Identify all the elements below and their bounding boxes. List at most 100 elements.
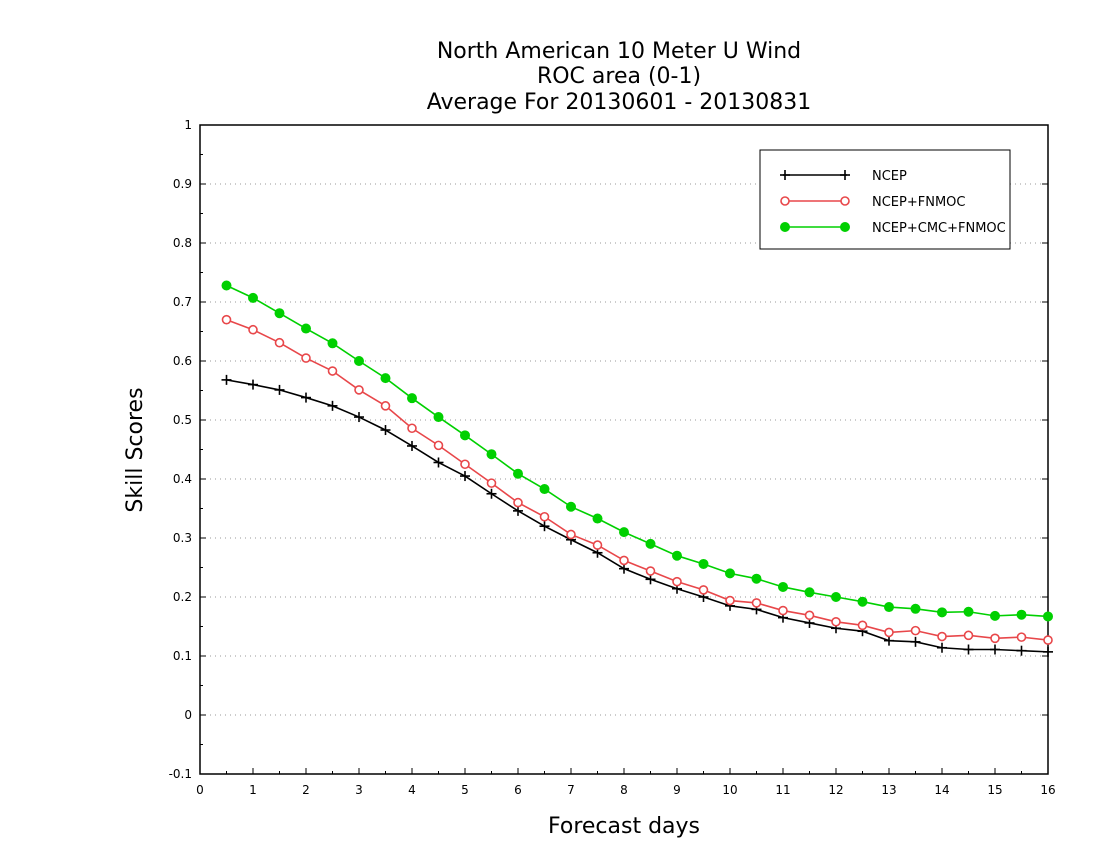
ncep-cmc-fnmoc-point-marker xyxy=(884,602,894,613)
legend-entry: NCEP xyxy=(780,169,907,184)
series-line xyxy=(226,284,1049,618)
y-tick-label: 0 xyxy=(184,708,192,722)
x-axis: 0 1 2 3 4 5 6 7 8 9 10 11 12 13 14 15 16 xyxy=(196,768,1056,797)
ncep-cmc-fnmoc-point-marker xyxy=(513,468,523,479)
ncep-cmc-fnmoc-point-marker xyxy=(778,581,788,592)
ncep-cmc-fnmoc-point-marker xyxy=(486,449,497,460)
ncep-fnmoc-point-marker xyxy=(513,497,523,508)
y-axis-title: Skill Scores xyxy=(123,387,148,512)
series-line xyxy=(226,318,1049,641)
ncep-cmc-fnmoc-point-marker xyxy=(354,356,364,366)
ncep-cmc-fnmoc-point-marker xyxy=(751,573,762,584)
ncep-cmc-fnmoc-point-marker xyxy=(301,323,311,334)
ncep-fnmoc-point-marker xyxy=(248,324,258,335)
y-tick-label: 0.5 xyxy=(173,413,192,427)
y-tick-label: 1 xyxy=(184,118,192,132)
ncep-fnmoc-point-marker xyxy=(433,440,444,451)
ncep-fnmoc-point-marker xyxy=(327,366,338,376)
x-axis-title: Forecast days xyxy=(548,814,700,839)
ncep-fnmoc-point-marker xyxy=(884,627,894,638)
ncep-fnmoc-point-marker xyxy=(301,353,311,363)
ncep-cmc-fnmoc-point-marker xyxy=(327,338,338,349)
ncep-cmc-fnmoc-point-marker xyxy=(433,412,444,423)
series-line xyxy=(226,379,1049,653)
ncep-fnmoc-point-marker xyxy=(539,511,550,522)
x-tick-label: 8 xyxy=(620,783,628,797)
legend-entry: NCEP+FNMOC xyxy=(780,195,965,210)
ncep-fnmoc-point-marker xyxy=(1016,632,1027,642)
chart-titles: North American 10 Meter U Wind ROC area … xyxy=(427,39,812,115)
x-tick-label: 5 xyxy=(461,783,469,797)
x-tick-label: 10 xyxy=(722,783,737,797)
x-tick-label: 14 xyxy=(934,783,949,797)
ncep-cmc-fnmoc-point-marker xyxy=(698,558,709,569)
x-tick-label: 13 xyxy=(881,783,896,797)
ncep-fnmoc-point-marker xyxy=(221,314,232,325)
ncep-fnmoc-point-marker xyxy=(857,620,868,631)
y-tick-label: 0.4 xyxy=(173,472,192,486)
ncep-fnmoc-point-marker xyxy=(963,630,974,641)
ncep-cmc-fnmoc-point-marker xyxy=(804,587,815,598)
y-tick-label: 0.3 xyxy=(173,531,192,545)
y-tick-label: 0.6 xyxy=(173,354,192,368)
ncep-cmc-fnmoc-point-marker xyxy=(1043,611,1053,622)
ncep-fnmoc-point-marker xyxy=(566,529,576,540)
ncep-fnmoc-point-marker xyxy=(672,576,682,587)
legend: NCEP NCEP+FNMOC NCEP+CMC+FNMOC xyxy=(759,149,1011,250)
legend-label: NCEP+FNMOC xyxy=(872,195,965,210)
ncep-fnmoc-point-marker xyxy=(725,595,735,606)
ncep-fnmoc-point-marker xyxy=(354,385,364,395)
y-tick-label: 0.7 xyxy=(173,295,192,309)
ncep-fnmoc-point-marker xyxy=(831,616,841,627)
ncep-fnmoc-point-marker xyxy=(937,631,947,642)
ncep-fnmoc-point-marker xyxy=(274,337,285,348)
ncep-cmc-fnmoc-point-marker xyxy=(910,603,921,614)
ncep-fnmoc-point-marker xyxy=(645,566,656,576)
chart-title-line-3: Average For 20130601 - 20130831 xyxy=(427,90,812,115)
x-tick-label: 6 xyxy=(514,783,522,797)
y-tick-label: 0.8 xyxy=(173,236,192,250)
ncep-fnmoc-point-marker xyxy=(804,610,815,621)
ncep-cmc-fnmoc-point-marker xyxy=(831,592,841,602)
ncep-cmc-fnmoc-point-marker xyxy=(725,568,735,579)
y-axis: -0.1 0 0.1 0.2 0.3 0.4 0.5 0.6 0.7 0.8 0.9 1 xyxy=(169,118,1048,781)
ncep-cmc-fnmoc-point-marker xyxy=(566,501,576,512)
x-tick-label: 7 xyxy=(567,783,575,797)
ncep-cmc-fnmoc-point-marker xyxy=(780,222,790,232)
ncep-cmc-fnmoc-point-marker xyxy=(592,513,603,524)
y-tick-label: 0.2 xyxy=(173,590,192,604)
ncep-cmc-fnmoc-point-marker xyxy=(221,280,232,291)
grid xyxy=(200,183,1048,716)
x-tick-label: 11 xyxy=(775,783,790,797)
ncep-cmc-fnmoc-point-marker xyxy=(274,308,285,319)
ncep-fnmoc-point-marker xyxy=(910,625,921,636)
x-tick-label: 12 xyxy=(828,783,843,797)
legend-box xyxy=(759,149,1011,250)
ncep-cmc-fnmoc-point-marker xyxy=(619,527,629,538)
x-tick-label: 1 xyxy=(249,783,257,797)
ncep-cmc-fnmoc-point-marker xyxy=(937,607,947,618)
ncep-cmc-fnmoc-point-marker xyxy=(840,222,850,232)
x-tick-label: 4 xyxy=(408,783,416,797)
ncep-fnmoc-point-marker xyxy=(778,605,788,616)
y-tick-label: 0.1 xyxy=(173,649,192,663)
chart-title-line-1: North American 10 Meter U Wind xyxy=(437,39,801,64)
x-tick-label: 16 xyxy=(1040,783,1055,797)
ncep-fnmoc-point-marker xyxy=(780,196,790,206)
legend-label: NCEP xyxy=(872,169,907,184)
x-tick-label: 2 xyxy=(302,783,310,797)
legend-label: NCEP+CMC+FNMOC xyxy=(872,221,1006,236)
chart-title-line-2: ROC area (0-1) xyxy=(537,64,701,89)
x-tick-label: 9 xyxy=(673,783,681,797)
series-ncep xyxy=(221,374,1053,657)
ncep-cmc-fnmoc-point-marker xyxy=(407,393,417,404)
y-tick-label: 0.9 xyxy=(173,177,192,191)
ncep-cmc-fnmoc-point-marker xyxy=(990,610,1000,621)
y-tick-label: -0.1 xyxy=(169,767,192,781)
series-ncep-fnmoc xyxy=(221,314,1053,645)
ncep-fnmoc-point-marker xyxy=(990,633,1000,644)
ncep-cmc-fnmoc-point-marker xyxy=(248,292,258,303)
ncep-fnmoc-point-marker xyxy=(486,478,497,488)
ncep-fnmoc-point-marker xyxy=(407,423,417,434)
